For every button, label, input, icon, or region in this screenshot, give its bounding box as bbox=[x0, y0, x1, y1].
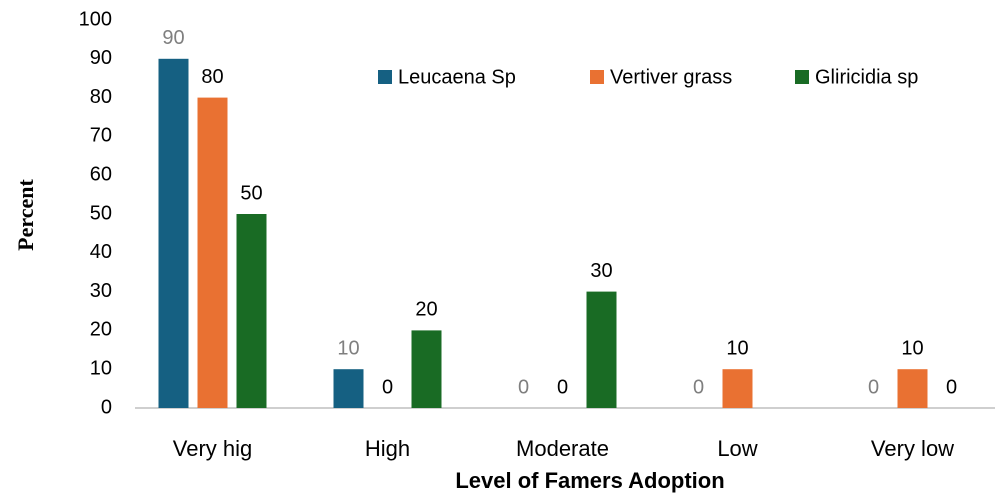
x-axis-title: Level of Famers Adoption bbox=[455, 468, 724, 493]
x-tick-label: Very hig bbox=[173, 436, 253, 461]
y-tick-label: 0 bbox=[101, 396, 112, 418]
data-label: 50 bbox=[240, 182, 262, 204]
bar bbox=[236, 214, 267, 408]
bar bbox=[411, 330, 442, 408]
x-tick-label: High bbox=[365, 436, 410, 461]
y-tick-label: 70 bbox=[90, 125, 112, 147]
legend-label: Leucaena Sp bbox=[398, 66, 516, 88]
bar bbox=[158, 58, 189, 409]
data-label: 10 bbox=[901, 337, 923, 359]
bar bbox=[722, 369, 753, 408]
y-tick-label: 90 bbox=[90, 47, 112, 69]
legend-swatch bbox=[795, 70, 809, 84]
data-label: 10 bbox=[726, 337, 748, 359]
y-tick-label: 30 bbox=[90, 280, 112, 302]
bar bbox=[197, 97, 228, 408]
x-tick-label: Moderate bbox=[516, 436, 609, 461]
legend-swatch bbox=[590, 70, 604, 84]
y-tick-label: 40 bbox=[90, 241, 112, 263]
data-label: 0 bbox=[382, 376, 393, 398]
y-tick-label: 20 bbox=[90, 319, 112, 341]
data-label: 20 bbox=[415, 299, 437, 321]
y-tick-label: 50 bbox=[90, 202, 112, 224]
y-tick-label: 60 bbox=[90, 163, 112, 185]
legend-label: Gliricidia sp bbox=[815, 66, 918, 88]
legend-swatch bbox=[378, 70, 392, 84]
data-label: 0 bbox=[518, 376, 529, 398]
y-tick-label: 80 bbox=[90, 86, 112, 108]
bar bbox=[333, 369, 364, 408]
bar bbox=[897, 369, 928, 408]
data-label: 30 bbox=[590, 260, 612, 282]
y-tick-label: 100 bbox=[79, 8, 112, 30]
data-label: 0 bbox=[693, 376, 704, 398]
x-tick-label: Very low bbox=[871, 436, 954, 461]
y-tick-label: 10 bbox=[90, 357, 112, 379]
data-label: 0 bbox=[557, 376, 568, 398]
bar bbox=[586, 291, 617, 408]
data-label: 90 bbox=[162, 27, 184, 49]
data-label: 0 bbox=[868, 376, 879, 398]
x-tick-label: Low bbox=[717, 436, 757, 461]
legend-label: Vertiver grass bbox=[610, 66, 732, 88]
y-axis-title: Percent bbox=[13, 179, 38, 251]
data-label: 80 bbox=[201, 66, 223, 88]
data-label: 0 bbox=[946, 376, 957, 398]
data-label: 10 bbox=[337, 337, 359, 359]
